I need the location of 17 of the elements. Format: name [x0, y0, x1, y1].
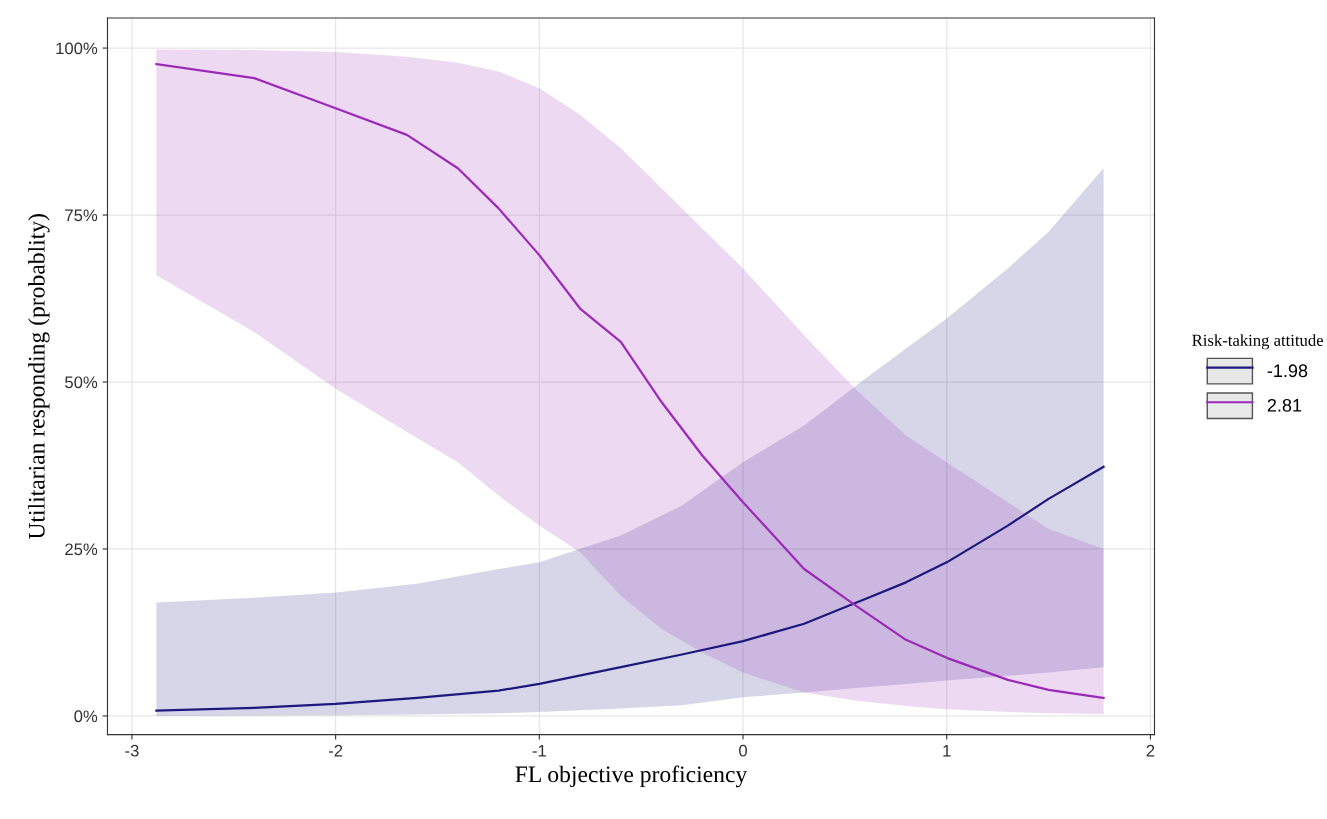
y-tick-label: 25% [65, 543, 98, 556]
x-axis-title: FL objective proficiency [515, 765, 748, 788]
y-tick-label: 0% [74, 710, 98, 723]
legend-label: 2.81 [1267, 398, 1302, 412]
line-series [155, 465, 1105, 712]
y-axis-title: Utilitarian responding (probablity) [28, 214, 50, 540]
y-tick-label: 50% [65, 376, 98, 389]
x-tick-label: 2 [1146, 744, 1155, 757]
x-tick-label: -2 [328, 744, 343, 757]
x-tick-label: 0 [739, 744, 747, 757]
x-tick-label: 1 [943, 744, 951, 757]
legend-title: Risk-taking attitude [1192, 334, 1324, 350]
legend-label: -1.98 [1267, 364, 1308, 378]
x-tick-label: -1 [532, 744, 546, 757]
y-tick-label: 75% [65, 209, 98, 222]
y-tick-label: 100% [56, 42, 98, 55]
x-tick-label: -3 [125, 744, 139, 757]
